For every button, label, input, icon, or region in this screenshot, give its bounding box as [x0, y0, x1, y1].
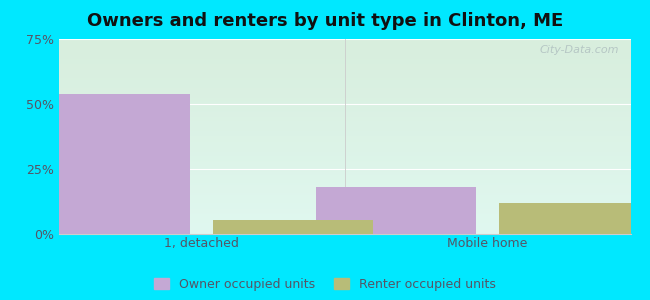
Legend: Owner occupied units, Renter occupied units: Owner occupied units, Renter occupied un…: [154, 278, 496, 291]
Text: Owners and renters by unit type in Clinton, ME: Owners and renters by unit type in Clint…: [87, 12, 563, 30]
Bar: [213, 220, 373, 234]
Bar: [499, 203, 650, 234]
Bar: [316, 187, 476, 234]
Bar: [30, 94, 190, 234]
Text: City-Data.com: City-Data.com: [540, 45, 619, 55]
